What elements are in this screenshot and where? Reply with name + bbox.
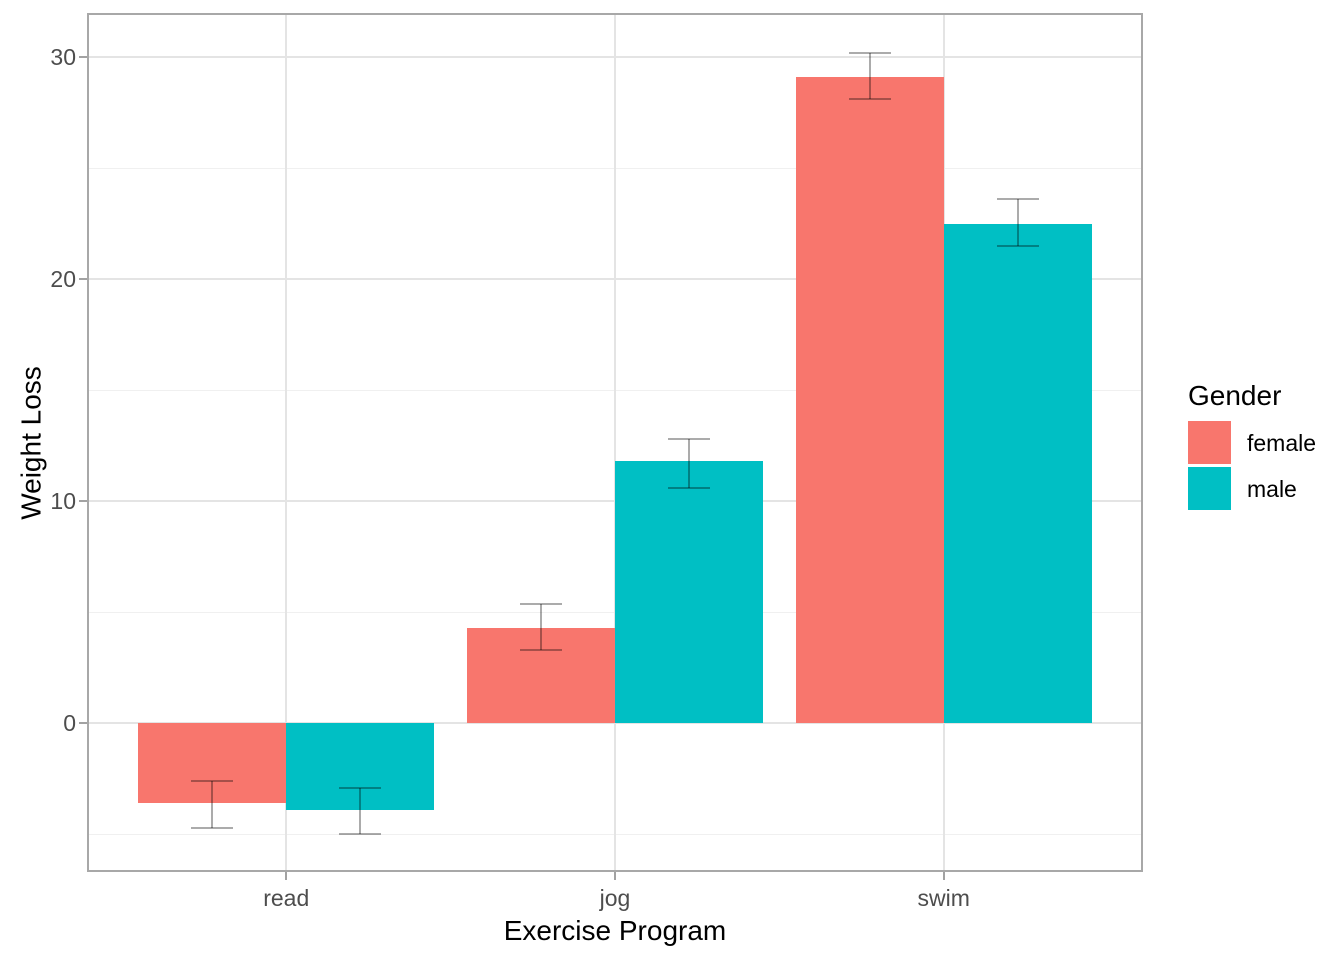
error-bar-female-swim-cap-bottom bbox=[848, 98, 891, 101]
gridline-major-x-read bbox=[285, 15, 288, 870]
legend-item-male: male bbox=[1188, 467, 1316, 510]
error-bar-male-read-cap-top bbox=[339, 786, 382, 789]
error-bar-male-jog-cap-bottom bbox=[667, 487, 710, 490]
y-tick-mark-10 bbox=[79, 500, 87, 503]
y-tick-mark-0 bbox=[79, 722, 87, 725]
legend: Gender female male bbox=[1188, 379, 1316, 513]
y-axis-title: Weight Loss bbox=[15, 366, 47, 520]
error-bar-female-jog-stem bbox=[540, 603, 543, 651]
legend-title: Gender bbox=[1188, 380, 1282, 411]
x-tick-label-jog: jog bbox=[599, 885, 631, 911]
error-bar-female-jog-cap-bottom bbox=[520, 649, 563, 652]
y-tick-label-30: 30 bbox=[50, 44, 76, 71]
error-bar-female-swim-stem bbox=[868, 52, 871, 100]
x-tick-label-swim: swim bbox=[917, 885, 970, 911]
error-bar-male-jog-stem bbox=[687, 439, 690, 488]
error-bar-female-read-stem bbox=[211, 781, 214, 828]
error-bar-male-jog-cap-top bbox=[667, 438, 710, 441]
bar-female-jog bbox=[467, 627, 615, 724]
bar-male-swim bbox=[943, 223, 1092, 724]
y-tick-label-0: 0 bbox=[63, 710, 76, 737]
legend-items: female male bbox=[1188, 421, 1316, 510]
error-bar-male-swim-stem bbox=[1016, 199, 1019, 246]
y-tick-label-20: 20 bbox=[50, 266, 76, 293]
x-tick-mark-read bbox=[285, 872, 288, 880]
y-tick-mark-30 bbox=[79, 56, 87, 59]
x-axis-title: Exercise Program bbox=[503, 915, 727, 946]
error-bar-male-swim-cap-top bbox=[996, 198, 1039, 201]
bar-female-swim bbox=[795, 77, 944, 724]
y-tick-label-10: 10 bbox=[50, 488, 76, 515]
error-bar-male-read-stem bbox=[359, 787, 362, 835]
x-tick-mark-jog bbox=[614, 872, 616, 880]
legend-label-female: female bbox=[1247, 429, 1317, 456]
x-tick-mark-swim bbox=[942, 872, 945, 880]
error-bar-female-read-cap-top bbox=[191, 780, 234, 783]
legend-item-female: female bbox=[1188, 421, 1316, 464]
error-bar-female-read-cap-bottom bbox=[191, 826, 234, 829]
error-bar-male-read-cap-bottom bbox=[339, 833, 382, 836]
gridline-major-x-jog bbox=[614, 15, 616, 870]
bar-female-read bbox=[138, 723, 287, 804]
legend-label-male: male bbox=[1247, 475, 1297, 502]
legend-swatch-male bbox=[1188, 467, 1231, 510]
bar-male-jog bbox=[615, 461, 763, 724]
legend-swatch-female bbox=[1188, 421, 1231, 464]
error-bar-female-swim-cap-top bbox=[848, 51, 891, 54]
error-bar-male-swim-cap-bottom bbox=[996, 244, 1039, 247]
x-tick-label-read: read bbox=[263, 885, 310, 911]
error-bar-female-jog-cap-top bbox=[520, 602, 563, 605]
bar-male-read bbox=[286, 723, 435, 811]
y-tick-mark-20 bbox=[79, 278, 87, 281]
